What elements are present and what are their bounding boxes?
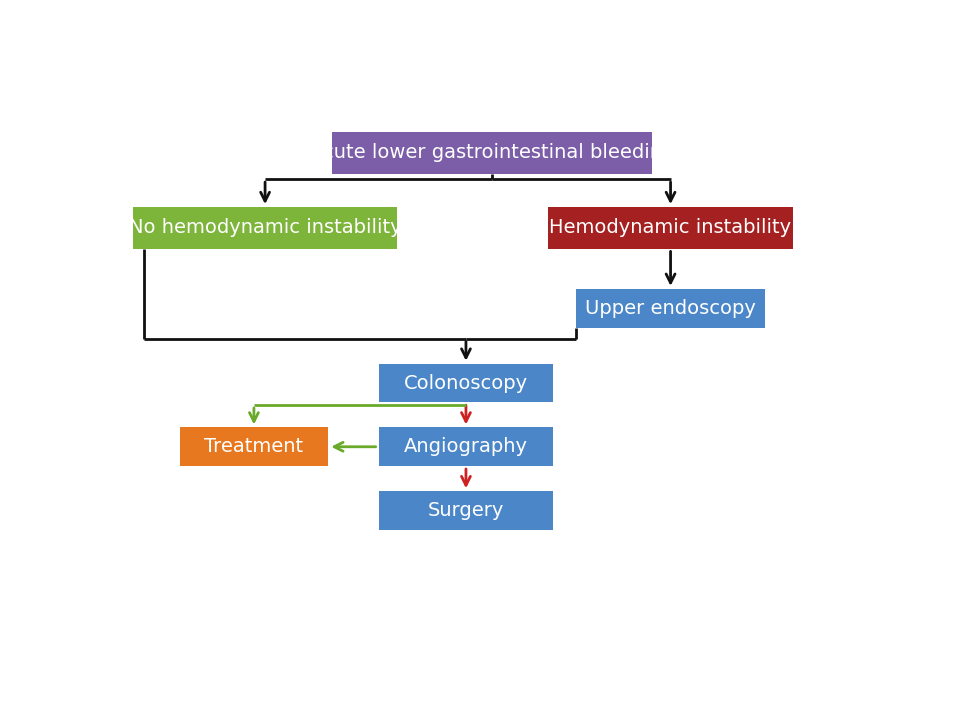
FancyBboxPatch shape bbox=[180, 428, 328, 466]
FancyBboxPatch shape bbox=[378, 364, 553, 402]
FancyBboxPatch shape bbox=[378, 428, 553, 466]
FancyBboxPatch shape bbox=[576, 289, 765, 328]
Text: Surgery: Surgery bbox=[428, 501, 504, 520]
Text: Angiography: Angiography bbox=[404, 437, 528, 456]
FancyBboxPatch shape bbox=[332, 132, 652, 174]
Text: Hemodynamic instability: Hemodynamic instability bbox=[549, 218, 792, 238]
Text: No hemodynamic instability: No hemodynamic instability bbox=[129, 218, 401, 238]
Text: Upper endoscopy: Upper endoscopy bbox=[586, 299, 756, 318]
Text: Treatment: Treatment bbox=[204, 437, 303, 456]
FancyBboxPatch shape bbox=[133, 207, 397, 248]
Text: Colonoscopy: Colonoscopy bbox=[404, 374, 528, 392]
FancyBboxPatch shape bbox=[378, 491, 553, 530]
FancyBboxPatch shape bbox=[548, 207, 793, 248]
Text: Acute lower gastrointestinal bleeding: Acute lower gastrointestinal bleeding bbox=[310, 143, 674, 163]
